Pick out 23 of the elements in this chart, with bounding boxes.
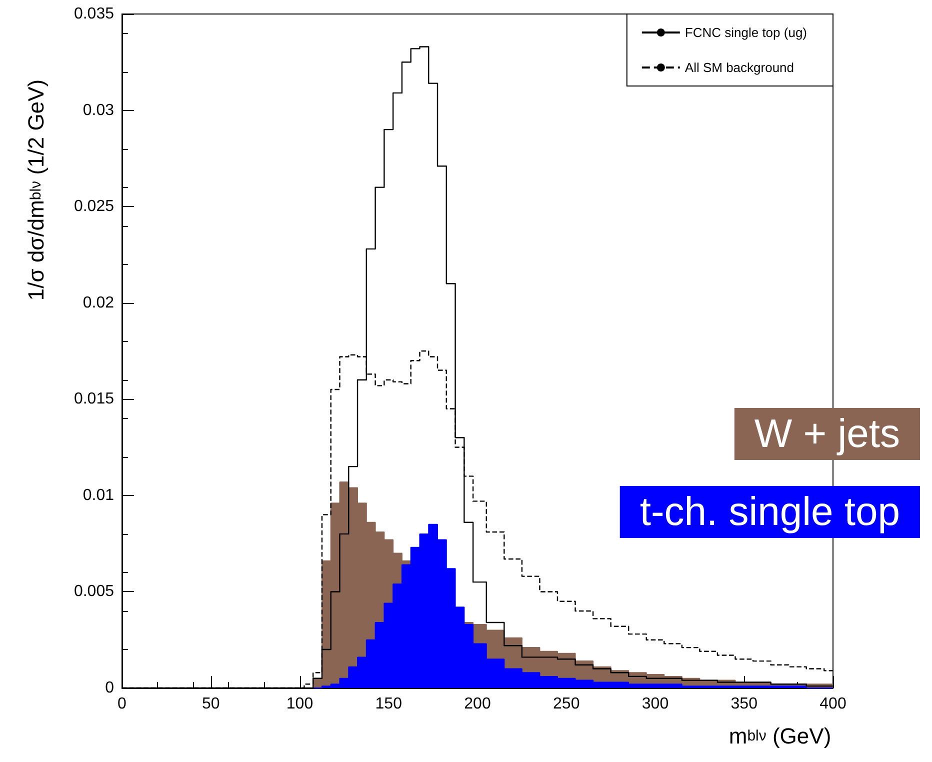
x-tick-label: 0 [118, 696, 127, 712]
x-tick-label: 200 [464, 696, 491, 712]
x-tick-label: 100 [286, 696, 314, 712]
x-tick-label: 50 [202, 696, 220, 712]
text: t-ch. single top [640, 490, 900, 534]
y-tick-label: 0.02 [82, 294, 114, 312]
y-tick-label: 0.035 [74, 6, 114, 22]
y-axis-title: 1/σ dσ/dmblν (1/2 GeV) [24, 79, 48, 301]
legend-label: FCNC single top (ug) [684, 25, 808, 40]
x-tick-label: 400 [820, 696, 846, 712]
y-tick-label: 0.005 [74, 583, 114, 600]
y-tick-label: 0 [105, 680, 114, 696]
x-tick-label: 300 [642, 696, 669, 712]
legend-label: All SM background [684, 60, 794, 75]
y-tick-label: 0.01 [82, 486, 114, 504]
x-tick-label: 350 [730, 696, 758, 712]
y-tick-label: 0.03 [82, 102, 114, 119]
x-axis-title: mblν (GeV) [728, 724, 832, 748]
x-tick-label: 250 [553, 696, 580, 712]
text: W + jets [754, 412, 900, 456]
x-tick-label: 150 [375, 696, 402, 712]
y-tick-label: 0.015 [74, 390, 114, 408]
y-tick-label: 0.025 [74, 198, 114, 216]
